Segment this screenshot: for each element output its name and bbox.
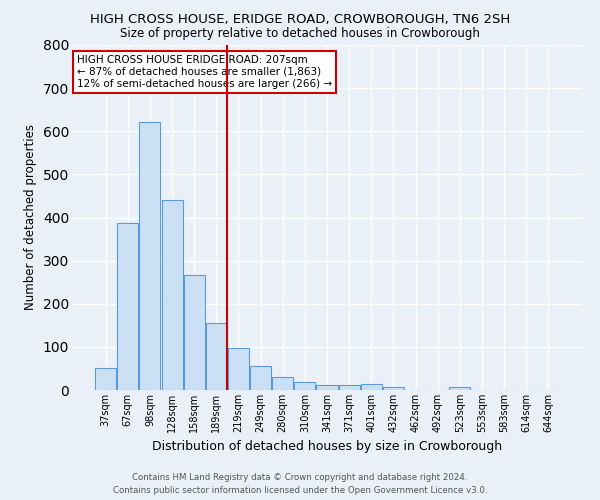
Bar [449,386,470,390]
Bar [206,323,227,390]
Text: Size of property relative to detached houses in Crowborough: Size of property relative to detached ho… [120,28,480,40]
Bar [228,348,249,390]
Text: Contains HM Land Registry data © Crown copyright and database right 2024.
Contai: Contains HM Land Registry data © Crown c… [113,474,487,495]
Bar [272,377,293,390]
Bar [95,368,116,390]
Bar [338,385,359,390]
Bar [118,223,139,390]
Bar [184,275,205,390]
Bar [383,387,404,390]
Bar [295,382,316,390]
Bar [161,200,182,390]
Bar [361,384,382,390]
Bar [139,122,160,390]
Text: HIGH CROSS HOUSE ERIDGE ROAD: 207sqm
← 87% of detached houses are smaller (1,863: HIGH CROSS HOUSE ERIDGE ROAD: 207sqm ← 8… [77,56,332,88]
X-axis label: Distribution of detached houses by size in Crowborough: Distribution of detached houses by size … [152,440,502,454]
Text: HIGH CROSS HOUSE, ERIDGE ROAD, CROWBOROUGH, TN6 2SH: HIGH CROSS HOUSE, ERIDGE ROAD, CROWBOROU… [90,12,510,26]
Bar [250,366,271,390]
Y-axis label: Number of detached properties: Number of detached properties [24,124,37,310]
Bar [316,386,338,390]
